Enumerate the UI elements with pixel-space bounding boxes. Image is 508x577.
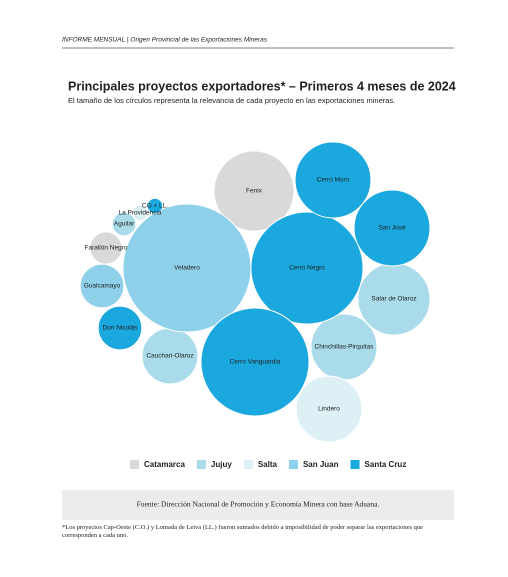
bubble-label: Cerro Moro [317, 177, 350, 184]
legend-swatch [288, 460, 298, 469]
bubble-label: Aguilar [114, 221, 135, 228]
bubble-label: CO + LL. [142, 203, 168, 210]
legend-swatch [243, 460, 253, 469]
bubble [294, 141, 372, 219]
legend-swatch [196, 460, 206, 469]
source-box [62, 490, 454, 520]
bubble-label: San José [378, 225, 405, 232]
legend-swatch [350, 460, 360, 469]
legend-label: Salta [258, 460, 278, 469]
chart-subtitle: El tamaño de los círculos representa la … [68, 96, 395, 105]
bubble-label: Fenix [246, 188, 263, 195]
bubble [250, 211, 364, 325]
bubble-label: Chinchillas-Pirquitas [315, 344, 375, 351]
bubble-label: Salar de Olaroz [371, 296, 416, 303]
footnote: *Los proyectos Cap-Oeste (C.O.) y Lomada… [62, 524, 424, 539]
bubble [353, 189, 431, 267]
bubble [200, 307, 310, 417]
legend-label: Jujuy [211, 460, 232, 469]
bubble [146, 197, 164, 215]
bubble-label: Cerro Vanguardia [230, 359, 281, 366]
bubble [213, 150, 295, 232]
legend-label: Santa Cruz [365, 460, 407, 469]
chart-title: Principales proyectos exportadores* – Pr… [68, 79, 456, 93]
bubble [79, 263, 125, 309]
bubble-label: Cauchari-Olaroz [146, 353, 193, 360]
bubble-label: Lindero [318, 406, 340, 413]
legend-swatch [130, 460, 139, 469]
bubble-label: Farallón Negro [85, 245, 128, 252]
bubble-label: Cerro Negro [289, 265, 325, 272]
bubble-label: Gualcamayo [84, 283, 121, 290]
source: Fuente: Dirección Nacional de Promoción … [137, 500, 380, 509]
header: INFORME MENSUAL | Origen Provincial de l… [62, 37, 268, 44]
legend-label: San Juan [303, 460, 339, 469]
legend-label: Catamarca [144, 460, 185, 469]
bubble [111, 211, 137, 237]
bubble [295, 375, 363, 443]
bubble-label: Veladero [174, 265, 200, 272]
bubble [97, 305, 143, 351]
bubble-label: La Providencia [119, 210, 162, 217]
bubble-label: Don Nicolás [102, 325, 138, 332]
bubble [131, 204, 149, 222]
